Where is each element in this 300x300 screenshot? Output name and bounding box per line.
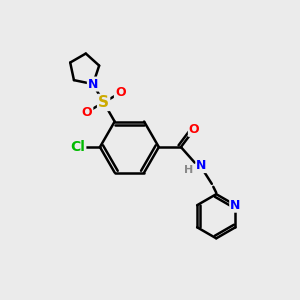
Text: N: N	[196, 159, 207, 172]
Text: N: N	[88, 78, 98, 91]
Text: O: O	[189, 123, 200, 136]
Text: H: H	[184, 165, 193, 175]
Text: O: O	[82, 106, 92, 118]
Text: N: N	[230, 199, 241, 212]
Text: Cl: Cl	[70, 140, 85, 154]
Text: S: S	[98, 95, 109, 110]
Text: O: O	[115, 86, 125, 99]
